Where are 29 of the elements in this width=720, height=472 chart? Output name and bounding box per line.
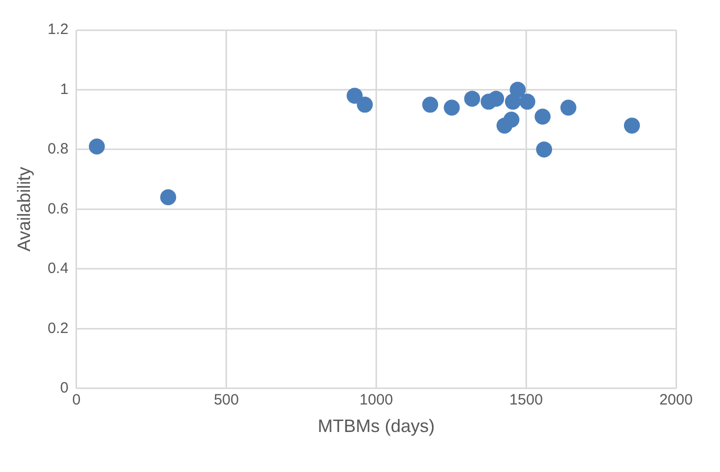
x-tick-label: 1000: [360, 392, 393, 409]
point: [536, 141, 552, 158]
point: [464, 90, 480, 107]
point: [444, 100, 460, 116]
x-tick-label: 500: [214, 392, 239, 409]
point: [534, 108, 551, 125]
point: [160, 189, 176, 206]
x-tick-label: 0: [72, 392, 81, 409]
y-tick-label: 0.6: [48, 200, 68, 218]
point: [503, 112, 520, 128]
y-tick-label: 0.8: [48, 140, 68, 158]
point: [519, 94, 536, 110]
point: [356, 96, 373, 113]
x-tick-label: 1500: [509, 392, 543, 409]
point: [488, 90, 504, 107]
point: [422, 96, 438, 113]
point: [346, 88, 363, 104]
y-tick-label: 0.2: [48, 320, 68, 337]
point: [88, 138, 105, 154]
point: [510, 82, 526, 98]
y-tick-label: 1: [60, 80, 68, 98]
y-axis-title: Availability: [14, 166, 34, 252]
x-axis-title: MTBMs (days): [318, 416, 435, 436]
y-tick-label: 0: [60, 380, 68, 397]
point: [624, 118, 640, 134]
y-tick-label: 0.4: [48, 260, 68, 278]
x-tick-label: 2000: [659, 392, 693, 409]
y-tick-label: 1.2: [48, 21, 68, 38]
point: [560, 100, 576, 116]
